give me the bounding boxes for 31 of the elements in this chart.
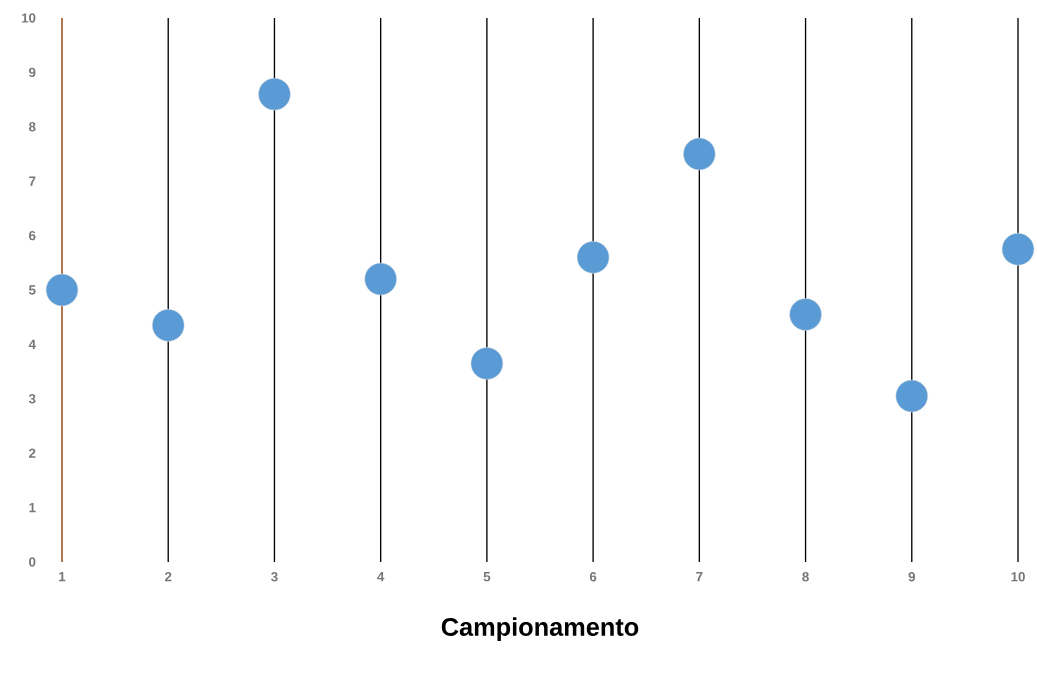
- y-tick-label: 8: [28, 122, 36, 132]
- y-tick-label: 4: [28, 339, 36, 349]
- x-tick-label: 3: [271, 572, 278, 582]
- y-tick-label: 10: [21, 13, 36, 23]
- x-tick-label: 6: [589, 572, 597, 582]
- point: [258, 77, 291, 111]
- point: [789, 298, 822, 331]
- x-tick-label: 10: [1011, 572, 1025, 582]
- y-tick-label: 7: [29, 176, 36, 186]
- x-tick-label: 5: [483, 572, 491, 582]
- x-tick-label: 9: [908, 572, 915, 582]
- y-tick-label: 6: [29, 230, 36, 241]
- x-tick-label: 4: [377, 572, 385, 582]
- x-tick-label: 8: [802, 572, 809, 582]
- point: [895, 379, 929, 413]
- point: [364, 262, 397, 296]
- point: [151, 309, 185, 342]
- point: [45, 273, 79, 307]
- y-tick-label: 2: [29, 448, 36, 458]
- y-tick-label: 3: [28, 394, 36, 404]
- y-tick-label: 9: [29, 67, 36, 78]
- x-tick-label: 2: [164, 572, 172, 582]
- point: [576, 241, 610, 274]
- x-tick-label: 7: [696, 572, 703, 582]
- point: [683, 137, 716, 171]
- y-tick-label: 5: [28, 285, 36, 295]
- x-tick-label: 1: [59, 572, 66, 582]
- point: [470, 347, 504, 380]
- y-tick-label: 1: [29, 503, 36, 513]
- y-tick-label: 0: [29, 557, 36, 567]
- x-axis-title: Campionamento: [441, 617, 639, 641]
